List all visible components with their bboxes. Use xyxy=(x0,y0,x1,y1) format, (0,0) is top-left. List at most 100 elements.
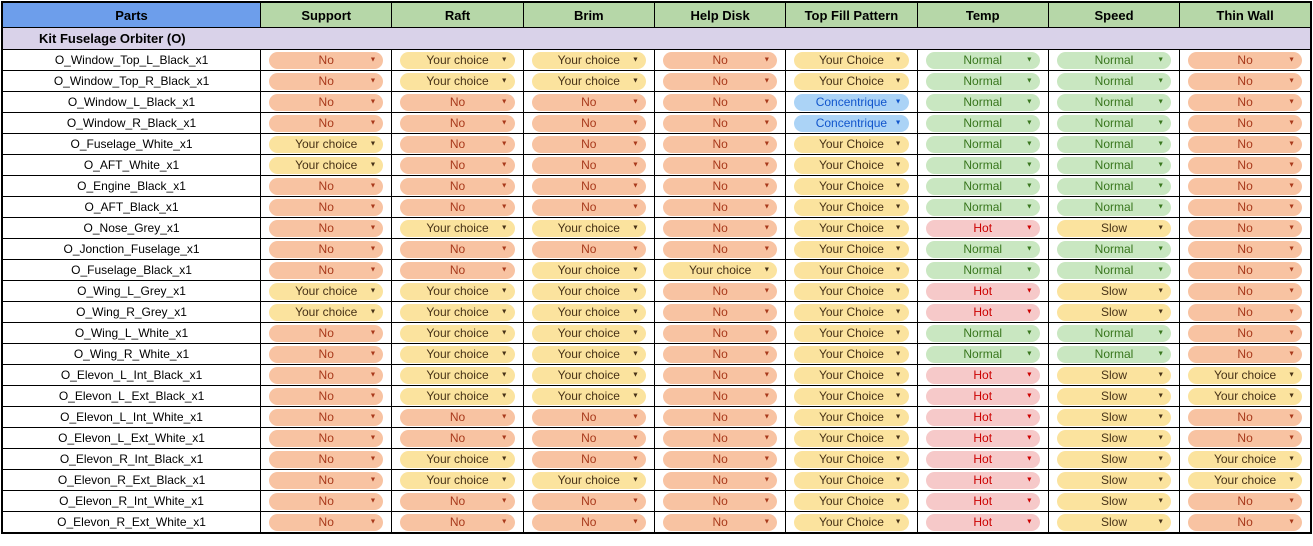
dropdown-chip-thin-wall[interactable]: No ▼ xyxy=(1188,261,1302,279)
dropdown-chip-temp[interactable]: Normal ▼ xyxy=(925,72,1040,90)
dropdown-chip-temp[interactable]: Normal ▼ xyxy=(925,261,1040,279)
dropdown-chip-thin-wall[interactable]: Your choice ▼ xyxy=(1188,366,1302,384)
dropdown-chip-speed[interactable]: Normal ▼ xyxy=(1056,51,1172,69)
dropdown-chip-help-disk[interactable]: No ▼ xyxy=(662,387,778,405)
dropdown-chip-brim[interactable]: Your choice ▼ xyxy=(531,324,646,342)
dropdown-chip-support[interactable]: No ▼ xyxy=(269,450,384,468)
dropdown-chip-temp[interactable]: Hot ▼ xyxy=(925,408,1040,426)
dropdown-chip-speed[interactable]: Normal ▼ xyxy=(1056,114,1172,132)
dropdown-chip-support[interactable]: No ▼ xyxy=(269,261,384,279)
dropdown-chip-support[interactable]: No ▼ xyxy=(269,198,384,216)
dropdown-chip-raft[interactable]: No ▼ xyxy=(400,513,515,531)
dropdown-chip-raft[interactable]: Your choice ▼ xyxy=(400,282,515,300)
dropdown-chip-top-fill-pattern[interactable]: Your Choice ▼ xyxy=(794,429,909,447)
dropdown-chip-top-fill-pattern[interactable]: Your Choice ▼ xyxy=(794,408,909,426)
dropdown-chip-temp[interactable]: Normal ▼ xyxy=(925,135,1040,153)
dropdown-chip-help-disk[interactable]: No ▼ xyxy=(662,72,778,90)
dropdown-chip-raft[interactable]: No ▼ xyxy=(400,93,515,111)
dropdown-chip-brim[interactable]: Your choice ▼ xyxy=(531,345,646,363)
dropdown-chip-help-disk[interactable]: No ▼ xyxy=(662,240,778,258)
dropdown-chip-speed[interactable]: Normal ▼ xyxy=(1056,261,1172,279)
dropdown-chip-raft[interactable]: Your choice ▼ xyxy=(400,471,515,489)
dropdown-chip-brim[interactable]: Your choice ▼ xyxy=(531,282,646,300)
dropdown-chip-raft[interactable]: No ▼ xyxy=(400,261,515,279)
dropdown-chip-top-fill-pattern[interactable]: Your Choice ▼ xyxy=(794,51,909,69)
dropdown-chip-speed[interactable]: Slow ▼ xyxy=(1056,387,1172,405)
dropdown-chip-help-disk[interactable]: No ▼ xyxy=(662,429,778,447)
dropdown-chip-brim[interactable]: Your choice ▼ xyxy=(531,366,646,384)
dropdown-chip-temp[interactable]: Normal ▼ xyxy=(925,156,1040,174)
dropdown-chip-thin-wall[interactable]: No ▼ xyxy=(1188,513,1302,531)
dropdown-chip-help-disk[interactable]: No ▼ xyxy=(662,282,778,300)
dropdown-chip-thin-wall[interactable]: No ▼ xyxy=(1188,240,1302,258)
dropdown-chip-top-fill-pattern[interactable]: Your Choice ▼ xyxy=(794,219,909,237)
dropdown-chip-top-fill-pattern[interactable]: Your Choice ▼ xyxy=(794,345,909,363)
dropdown-chip-top-fill-pattern[interactable]: Your Choice ▼ xyxy=(794,366,909,384)
dropdown-chip-brim[interactable]: Your choice ▼ xyxy=(531,261,646,279)
dropdown-chip-temp[interactable]: Normal ▼ xyxy=(925,345,1040,363)
dropdown-chip-top-fill-pattern[interactable]: Your Choice ▼ xyxy=(794,387,909,405)
dropdown-chip-speed[interactable]: Slow ▼ xyxy=(1056,471,1172,489)
dropdown-chip-temp[interactable]: Hot ▼ xyxy=(925,303,1040,321)
dropdown-chip-thin-wall[interactable]: No ▼ xyxy=(1188,72,1302,90)
dropdown-chip-top-fill-pattern[interactable]: Your Choice ▼ xyxy=(794,240,909,258)
dropdown-chip-thin-wall[interactable]: Your choice ▼ xyxy=(1188,387,1302,405)
dropdown-chip-temp[interactable]: Hot ▼ xyxy=(925,492,1040,510)
dropdown-chip-raft[interactable]: Your choice ▼ xyxy=(400,219,515,237)
dropdown-chip-brim[interactable]: No ▼ xyxy=(531,156,646,174)
dropdown-chip-thin-wall[interactable]: Your choice ▼ xyxy=(1188,471,1302,489)
dropdown-chip-temp[interactable]: Hot ▼ xyxy=(925,471,1040,489)
dropdown-chip-support[interactable]: No ▼ xyxy=(269,114,384,132)
dropdown-chip-brim[interactable]: No ▼ xyxy=(531,135,646,153)
dropdown-chip-support[interactable]: Your choice ▼ xyxy=(269,135,384,153)
dropdown-chip-top-fill-pattern[interactable]: Your Choice ▼ xyxy=(794,261,909,279)
dropdown-chip-thin-wall[interactable]: No ▼ xyxy=(1188,156,1302,174)
dropdown-chip-thin-wall[interactable]: No ▼ xyxy=(1188,408,1302,426)
dropdown-chip-temp[interactable]: Normal ▼ xyxy=(925,114,1040,132)
dropdown-chip-thin-wall[interactable]: No ▼ xyxy=(1188,219,1302,237)
dropdown-chip-speed[interactable]: Normal ▼ xyxy=(1056,72,1172,90)
dropdown-chip-support[interactable]: No ▼ xyxy=(269,387,384,405)
dropdown-chip-temp[interactable]: Hot ▼ xyxy=(925,282,1040,300)
dropdown-chip-raft[interactable]: No ▼ xyxy=(400,492,515,510)
dropdown-chip-support[interactable]: No ▼ xyxy=(269,513,384,531)
dropdown-chip-thin-wall[interactable]: No ▼ xyxy=(1188,135,1302,153)
dropdown-chip-raft[interactable]: Your choice ▼ xyxy=(400,72,515,90)
dropdown-chip-temp[interactable]: Normal ▼ xyxy=(925,93,1040,111)
dropdown-chip-speed[interactable]: Slow ▼ xyxy=(1056,450,1172,468)
dropdown-chip-thin-wall[interactable]: No ▼ xyxy=(1188,177,1302,195)
dropdown-chip-brim[interactable]: Your choice ▼ xyxy=(531,387,646,405)
dropdown-chip-raft[interactable]: Your choice ▼ xyxy=(400,303,515,321)
dropdown-chip-help-disk[interactable]: No ▼ xyxy=(662,198,778,216)
dropdown-chip-thin-wall[interactable]: No ▼ xyxy=(1188,345,1302,363)
dropdown-chip-top-fill-pattern[interactable]: Concentrique ▼ xyxy=(794,93,909,111)
dropdown-chip-thin-wall[interactable]: No ▼ xyxy=(1188,324,1302,342)
dropdown-chip-raft[interactable]: No ▼ xyxy=(400,156,515,174)
dropdown-chip-speed[interactable]: Slow ▼ xyxy=(1056,513,1172,531)
dropdown-chip-support[interactable]: No ▼ xyxy=(269,93,384,111)
dropdown-chip-raft[interactable]: Your choice ▼ xyxy=(400,366,515,384)
dropdown-chip-brim[interactable]: Your choice ▼ xyxy=(531,471,646,489)
dropdown-chip-thin-wall[interactable]: No ▼ xyxy=(1188,282,1302,300)
dropdown-chip-speed[interactable]: Slow ▼ xyxy=(1056,429,1172,447)
dropdown-chip-brim[interactable]: Your choice ▼ xyxy=(531,51,646,69)
dropdown-chip-speed[interactable]: Normal ▼ xyxy=(1056,93,1172,111)
dropdown-chip-raft[interactable]: Your choice ▼ xyxy=(400,450,515,468)
dropdown-chip-support[interactable]: No ▼ xyxy=(269,366,384,384)
dropdown-chip-top-fill-pattern[interactable]: Your Choice ▼ xyxy=(794,450,909,468)
dropdown-chip-help-disk[interactable]: No ▼ xyxy=(662,93,778,111)
dropdown-chip-temp[interactable]: Normal ▼ xyxy=(925,324,1040,342)
dropdown-chip-top-fill-pattern[interactable]: Your Choice ▼ xyxy=(794,156,909,174)
dropdown-chip-support[interactable]: No ▼ xyxy=(269,345,384,363)
dropdown-chip-raft[interactable]: No ▼ xyxy=(400,135,515,153)
dropdown-chip-help-disk[interactable]: No ▼ xyxy=(662,219,778,237)
dropdown-chip-brim[interactable]: Your choice ▼ xyxy=(531,72,646,90)
dropdown-chip-temp[interactable]: Hot ▼ xyxy=(925,450,1040,468)
dropdown-chip-help-disk[interactable]: No ▼ xyxy=(662,492,778,510)
dropdown-chip-raft[interactable]: Your choice ▼ xyxy=(400,324,515,342)
dropdown-chip-temp[interactable]: Hot ▼ xyxy=(925,513,1040,531)
dropdown-chip-brim[interactable]: No ▼ xyxy=(531,240,646,258)
dropdown-chip-top-fill-pattern[interactable]: Your Choice ▼ xyxy=(794,324,909,342)
dropdown-chip-brim[interactable]: No ▼ xyxy=(531,114,646,132)
dropdown-chip-support[interactable]: Your choice ▼ xyxy=(269,303,384,321)
